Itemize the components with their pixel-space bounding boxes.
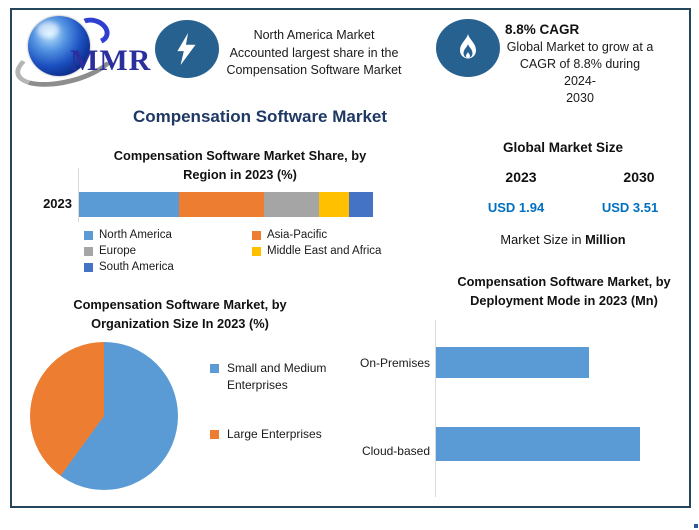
region-chart-title: Compensation Software Market Share, by R…	[55, 146, 425, 184]
legend-swatch	[210, 364, 219, 373]
mmr-logo: MMR	[10, 12, 152, 96]
legend-swatch	[252, 246, 261, 256]
market-size-caption-bold: Million	[585, 232, 626, 247]
flame-badge	[436, 19, 500, 77]
deployment-chart-title-line-2: Deployment Mode in 2023 (Mn)	[470, 293, 658, 308]
bar-segment-middle-east-africa	[318, 192, 350, 217]
market-size-value-2023: USD 1.94	[487, 200, 545, 215]
globe-icon	[28, 16, 90, 76]
legend-label: North America	[99, 229, 172, 241]
cagr-line-1: Global Market to grow at a	[506, 40, 654, 54]
market-size-year-2023: 2023	[505, 169, 537, 185]
deployment-chart-axis	[435, 320, 436, 497]
cagr-line-3: 2030	[566, 91, 594, 105]
region-chart-title-line-2: Region in 2023 (%)	[183, 167, 297, 182]
legend-swatch	[84, 246, 93, 256]
flame-icon	[460, 34, 476, 59]
legend-label: Small and Medium Enterprises	[227, 360, 326, 394]
legend-item-north-america: North America	[84, 229, 252, 241]
deployment-bar-on-premises	[436, 347, 589, 378]
lightning-badge	[155, 20, 219, 78]
region-stacked-bar	[79, 192, 373, 217]
lightning-icon	[177, 33, 196, 65]
deployment-bar-cloud-based	[436, 427, 640, 461]
market-size-value-2030: USD 3.51	[601, 200, 659, 215]
bar-segment-europe	[264, 192, 319, 217]
bar-segment-asia-pacific	[178, 192, 265, 217]
legend-item-middle-east-africa: Middle East and Africa	[252, 245, 384, 257]
legend-label: Europe	[99, 245, 137, 257]
legend-swatch	[210, 430, 219, 439]
org-size-pie	[30, 342, 178, 490]
legend-item-large-enterprises: Large Enterprises	[210, 426, 350, 443]
org-chart-title-line-2: Organization Size In 2023 (%)	[91, 316, 269, 331]
cagr-line-2: CAGR of 8.8% during 2024-	[519, 57, 641, 88]
cagr-title: 8.8% CAGR	[505, 22, 580, 37]
legend-label-line-1: Small and Medium	[227, 361, 327, 375]
org-chart-title: Compensation Software Market, by Organiz…	[25, 295, 335, 333]
legend-label: Middle East and Africa	[267, 245, 382, 257]
legend-item-europe: Europe	[84, 245, 252, 257]
region-chart-category-label: 2023	[43, 196, 72, 211]
market-size-caption-normal: Market Size in	[500, 232, 586, 247]
bar-segment-north-america	[79, 192, 179, 217]
legend-swatch	[84, 262, 93, 272]
legend-label: South America	[99, 261, 174, 273]
global-market-size-title: Global Market Size	[502, 140, 624, 155]
market-size-caption: Market Size in Million	[435, 232, 691, 247]
highlight-line-3: Compensation Software Market	[226, 63, 402, 77]
deployment-chart-title: Compensation Software Market, by Deploym…	[437, 272, 691, 310]
page-title: Compensation Software Market	[132, 107, 388, 126]
highlight-line-2: Accounted largest share in the	[229, 45, 399, 60]
market-size-year-2030: 2030	[623, 169, 655, 185]
logo-text: MMR	[70, 44, 152, 77]
deployment-bar-track-on-premises	[436, 347, 691, 378]
deployment-label-cloud-based: Cloud-based	[361, 444, 430, 458]
legend-label: Large Enterprises	[227, 427, 322, 441]
legend-swatch	[252, 230, 261, 240]
legend-item-asia-pacific: Asia-Pacific	[252, 229, 384, 241]
stray-pixel-dot	[694, 524, 698, 528]
legend-label: Asia-Pacific	[267, 229, 328, 241]
deployment-label-on-premises: On-Premises	[359, 356, 430, 370]
region-chart-legend: North America Asia-Pacific Europe Middle…	[84, 229, 384, 273]
cagr-text: Global Market to grow at a CAGR of 8.8% …	[505, 39, 655, 107]
bar-segment-south-america	[349, 192, 373, 217]
legend-item-south-america: South America	[84, 261, 252, 273]
legend-label-line-2: Enterprises	[227, 378, 288, 392]
region-chart-axis	[78, 168, 79, 222]
deployment-bar-track-cloud-based	[436, 427, 691, 461]
legend-item-sme: Small and Medium Enterprises	[210, 360, 350, 394]
legend-swatch	[84, 230, 93, 240]
deployment-chart-title-line-1: Compensation Software Market, by	[457, 274, 671, 289]
highlight-text: North America Market Accounted largest s…	[217, 27, 411, 80]
highlight-line-1: North America Market	[253, 28, 375, 42]
org-chart-title-line-1: Compensation Software Market, by	[73, 297, 287, 312]
region-chart-title-line-1: Compensation Software Market Share, by	[113, 148, 367, 163]
cagr-block: 8.8% CAGR Global Market to grow at a CAG…	[505, 22, 655, 107]
